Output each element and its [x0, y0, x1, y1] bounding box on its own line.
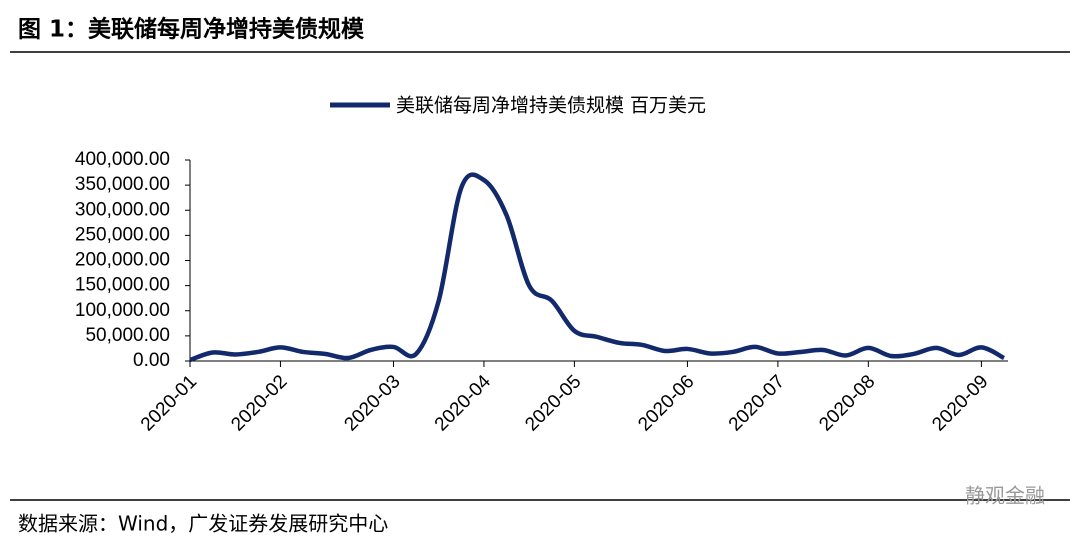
y-tick-label: 400,000.00 — [75, 149, 170, 170]
watermark: 静观金融 — [965, 484, 1045, 508]
y-tick-label: 0.00 — [133, 350, 170, 371]
x-tick-label: 2020-06 — [634, 371, 698, 435]
y-tick-label: 100,000.00 — [75, 300, 170, 321]
x-tick-label: 2020-07 — [725, 371, 789, 435]
y-tick-label: 150,000.00 — [75, 275, 170, 296]
x-tick-label: 2020-09 — [928, 371, 992, 435]
x-tick-label: 2020-04 — [431, 371, 495, 435]
x-tick-label: 2020-03 — [340, 371, 404, 435]
y-tick-label: 200,000.00 — [75, 250, 170, 271]
y-tick-label: 50,000.00 — [85, 325, 170, 346]
x-tick-label: 2020-08 — [815, 371, 879, 435]
y-tick-label: 300,000.00 — [75, 199, 170, 220]
source: 数据来源：Wind，广发证券发展研究中心 — [18, 512, 388, 536]
x-tick-label: 2020-02 — [227, 371, 291, 435]
x-tick-label: 2020-01 — [137, 371, 201, 435]
series-line — [189, 172, 1006, 363]
x-tick-label: 2020-05 — [521, 371, 585, 435]
y-tick-label: 350,000.00 — [75, 174, 170, 195]
figure-title: 图 1：美联储每周净增持美债规模 — [18, 16, 365, 43]
y-tick-label: 250,000.00 — [75, 224, 170, 245]
legend-label: 美联储每周净增持美债规模 百万美元 — [396, 95, 706, 117]
